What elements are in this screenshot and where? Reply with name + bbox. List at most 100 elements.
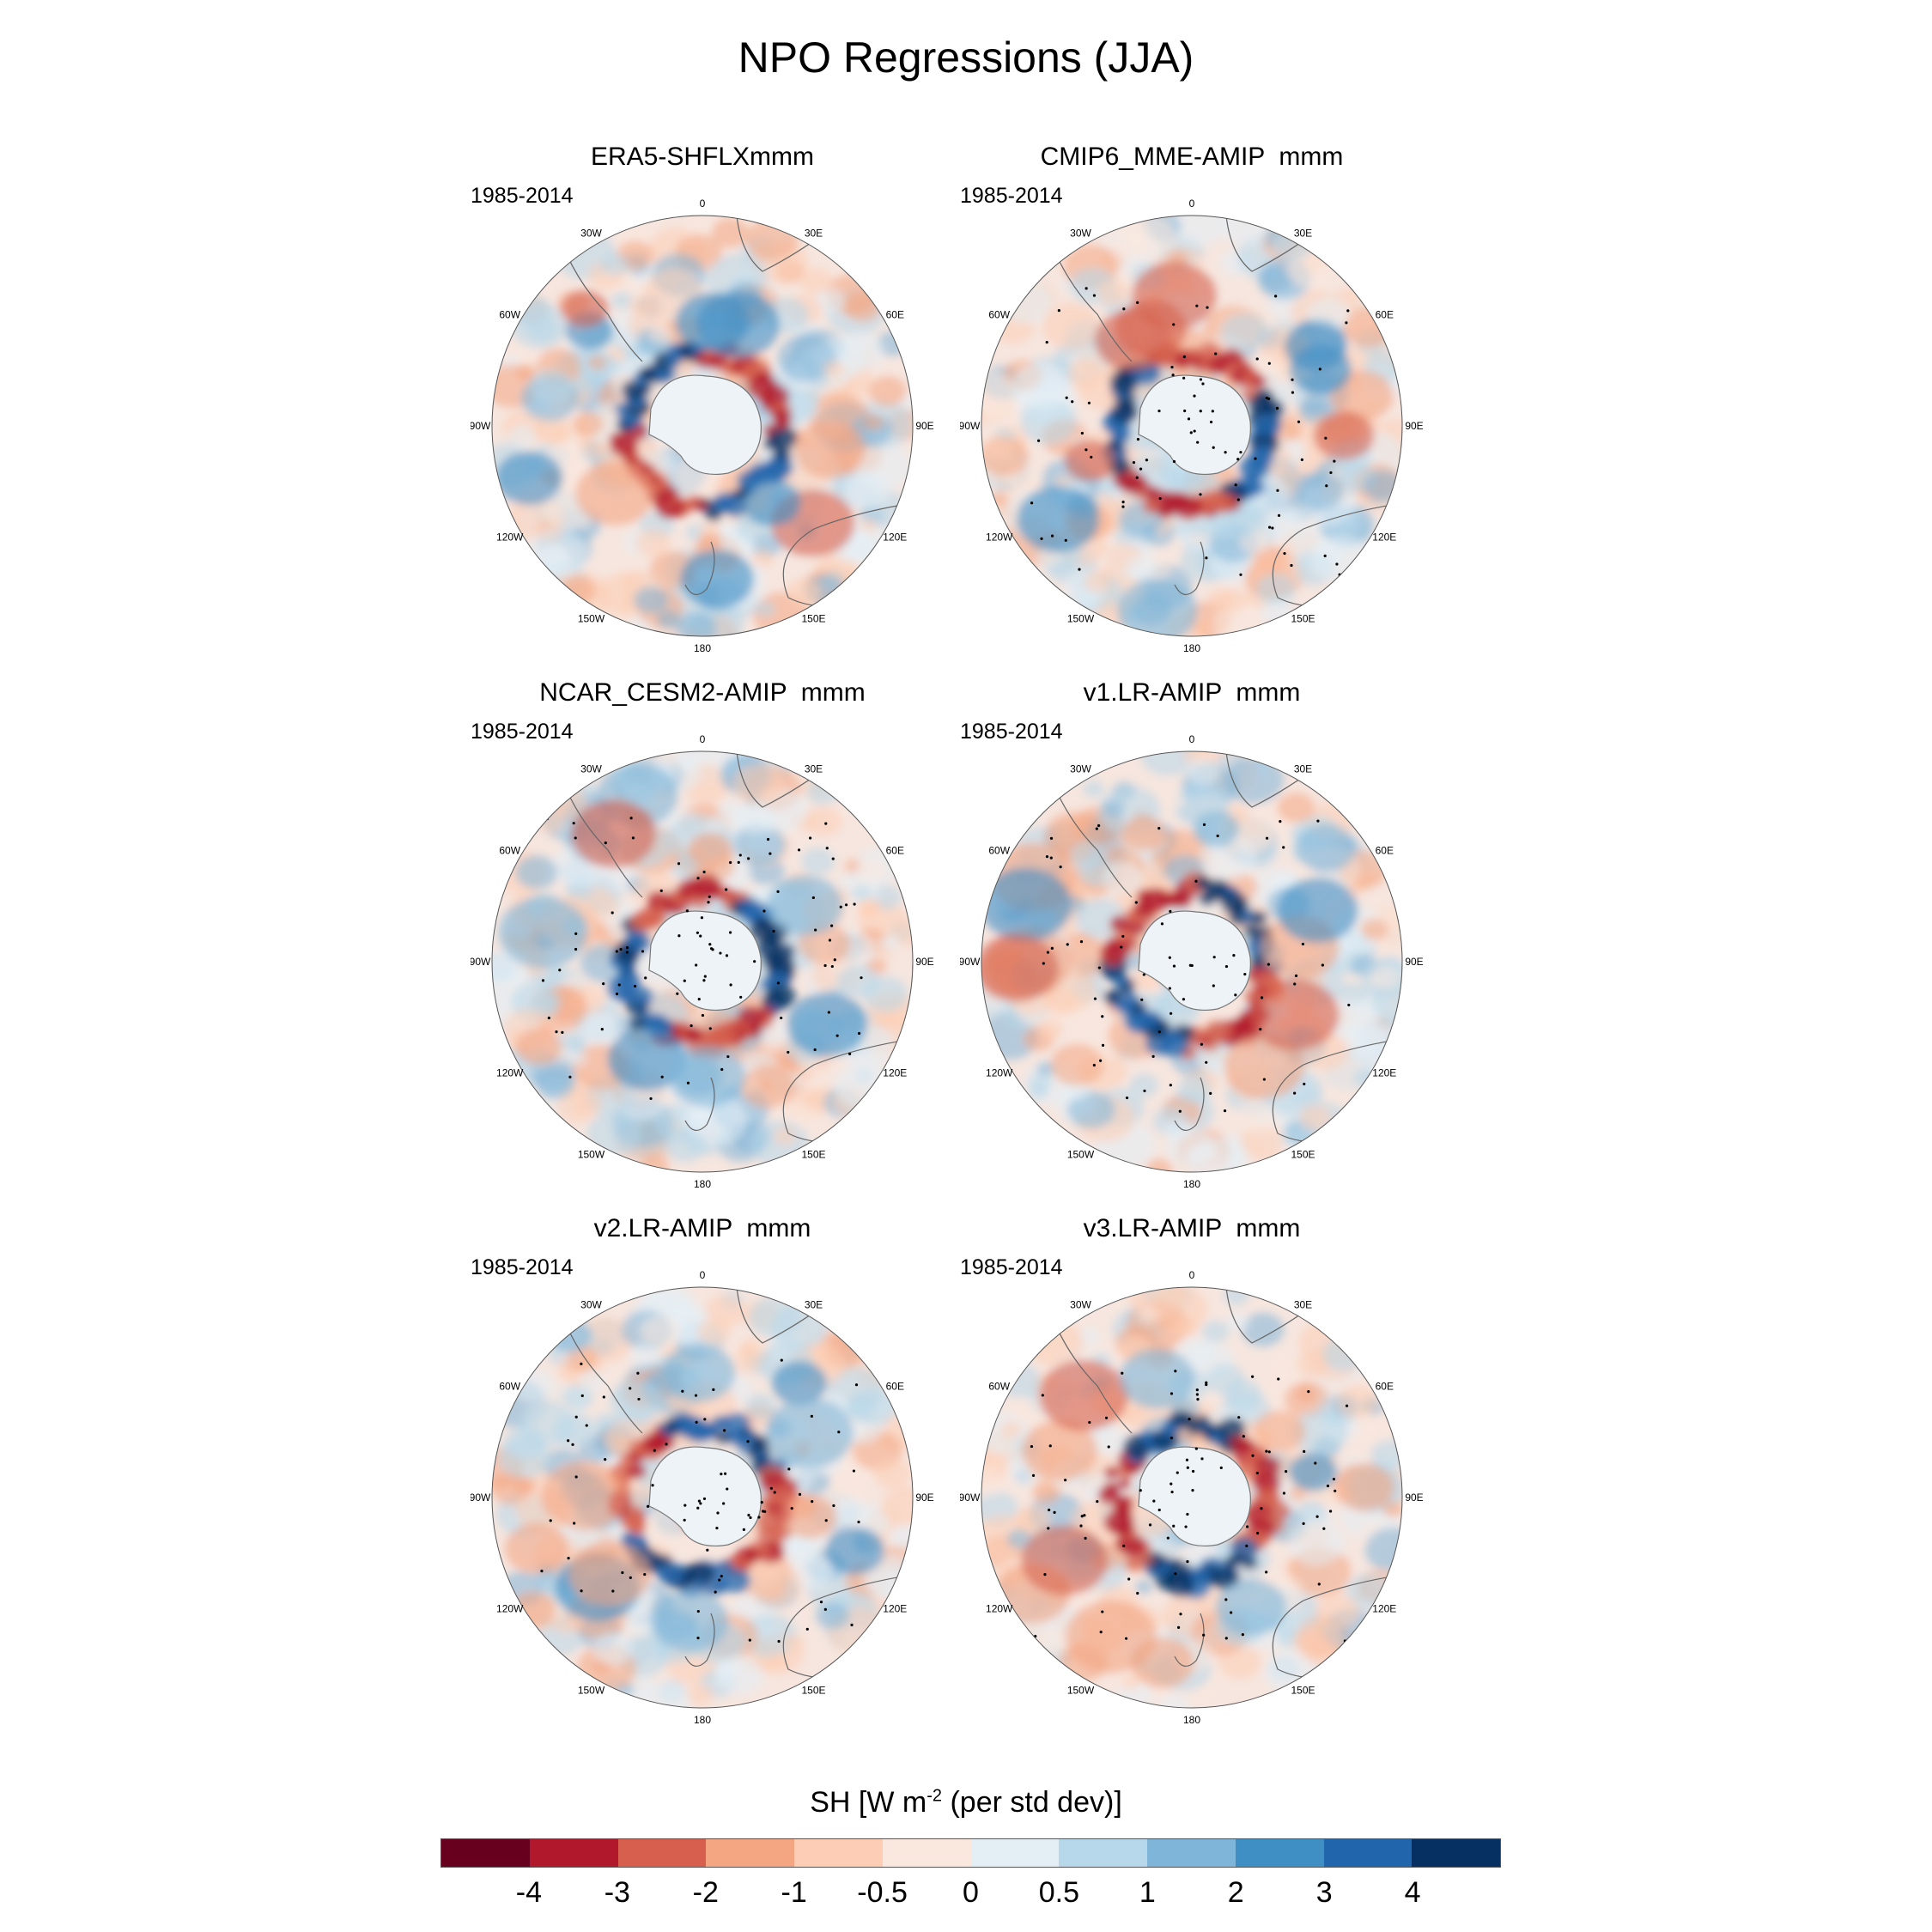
significance-dot [1290, 563, 1293, 568]
significance-dot [828, 939, 832, 942]
colorbar-swatch [794, 1839, 883, 1867]
longitude-label: 150W [1067, 612, 1095, 624]
longitude-label: 60W [988, 1381, 1010, 1393]
significance-dot [1168, 956, 1171, 959]
colorbar-swatch [1323, 1839, 1413, 1867]
significance-dot [1265, 396, 1268, 400]
significance-dot [625, 951, 629, 954]
significance-dot [629, 1576, 632, 1579]
significance-dot [1080, 431, 1084, 435]
significance-dot [777, 1639, 781, 1643]
significance-dot [1160, 922, 1164, 926]
longitude-label: 120E [883, 532, 907, 544]
significance-dot [1121, 500, 1125, 504]
longitude-label: 0 [700, 1269, 706, 1281]
significance-dot [1041, 1394, 1044, 1397]
longitude-label: 30W [580, 228, 602, 240]
significance-dot [646, 1504, 650, 1508]
sensible-heat-field [981, 751, 1402, 1172]
significance-dot [637, 1397, 641, 1401]
significance-dot [1176, 1625, 1181, 1629]
significance-dot [1045, 340, 1048, 344]
longitude-label: 120E [883, 1067, 907, 1079]
significance-dot [696, 931, 700, 934]
significance-dot [683, 1504, 687, 1507]
significance-dot [1291, 378, 1294, 381]
significance-dot [1265, 836, 1269, 840]
significance-dot [762, 909, 766, 913]
significance-dot [690, 1024, 693, 1028]
significance-dot [706, 1548, 709, 1552]
panel-title: ERA5-SHFLXmmm [590, 143, 815, 171]
longitude-label: 90W [960, 420, 981, 432]
sensible-heat-field [981, 1287, 1402, 1708]
antarctica-coastline [1138, 910, 1251, 1012]
significance-dot [833, 958, 836, 962]
significance-dot [1200, 1042, 1203, 1046]
significance-dot [708, 1027, 712, 1030]
map-boundary [981, 750, 1403, 1173]
significance-dot [1099, 1059, 1103, 1062]
significance-dot [1099, 1631, 1103, 1634]
significance-dot [1182, 998, 1186, 1001]
significance-dot [1135, 476, 1139, 479]
colorbar-tick-label: 4 [1404, 1876, 1421, 1909]
panel-period: 1985-2014 [960, 1255, 1063, 1279]
map-panel: v1.LR-AMIP mmm 1985-2014 0 30E 60E 90E 120E 150… [960, 678, 1424, 1190]
polar-map: 0 30E 60E 90E 120E 150E 180 150W 120W 90W 60W 30W [471, 197, 934, 654]
significance-dot [813, 1048, 817, 1052]
significance-dot [1169, 1084, 1172, 1087]
significance-dot [1277, 1377, 1280, 1381]
significance-dot [854, 1383, 859, 1387]
significance-dot [1096, 1499, 1099, 1504]
significance-dot [681, 1389, 684, 1393]
colorbar-title: SH [W m-2 (per std dev)] [810, 1786, 1122, 1819]
significance-dot [1170, 1392, 1174, 1395]
significance-dot [1333, 459, 1336, 463]
significance-dot [549, 1519, 552, 1522]
significance-dot [853, 902, 856, 906]
longitude-label: 0 [700, 733, 706, 745]
longitude-label: 180 [694, 1178, 711, 1190]
significance-dot [1329, 471, 1333, 475]
longitude-label: 90W [960, 1492, 981, 1504]
longitude-label: 60E [1376, 309, 1394, 321]
significance-dot [1178, 1109, 1182, 1113]
significance-dot [1224, 1598, 1228, 1601]
significance-dot [831, 857, 835, 860]
significance-dot [830, 924, 834, 927]
longitude-label: 120E [1372, 532, 1396, 544]
significance-dot [1042, 962, 1045, 965]
significance-dot [1049, 856, 1053, 860]
significance-dot [746, 1440, 750, 1443]
significance-dot [1199, 410, 1202, 413]
longitude-label: 120E [883, 1603, 907, 1615]
colorbar-swatch [1235, 1839, 1324, 1867]
longitude-label: 30W [580, 1299, 602, 1311]
significance-dot [1124, 1637, 1128, 1640]
significance-dot [1318, 368, 1321, 371]
longitude-label: 150W [1067, 1684, 1095, 1696]
significance-dot [685, 909, 689, 913]
colorbar-tick-label: -1 [781, 1876, 807, 1909]
polar-map: 0 30E 60E 90E 120E 150E 180 150W 120W 90W 60W 30W [960, 197, 1424, 654]
panel-title: v3.LR-AMIP mmm [1083, 1214, 1301, 1242]
significance-dot [1048, 1444, 1052, 1448]
significance-dot [1170, 1012, 1173, 1015]
significance-dot [703, 1418, 707, 1421]
panel-title: v1.LR-AMIP mmm [1083, 678, 1301, 707]
longitude-label: 90E [1405, 956, 1423, 968]
longitude-label: 60E [886, 845, 904, 857]
significance-dot [1188, 963, 1192, 967]
significance-dot [747, 1513, 750, 1517]
significance-dot [857, 1031, 861, 1036]
significance-dot [723, 1429, 726, 1432]
significance-dot [1285, 1469, 1288, 1473]
map-panel: ERA5-SHFLXmmm 1985-2014 0 30E 60E 90E 120E 150E… [471, 143, 934, 654]
significance-dot [1191, 1488, 1194, 1492]
significance-dot [1176, 1471, 1179, 1474]
significance-dot [811, 1499, 814, 1504]
colorbar-swatch [1412, 1839, 1500, 1867]
significance-dot [1030, 501, 1034, 505]
significance-dot [1283, 551, 1286, 556]
